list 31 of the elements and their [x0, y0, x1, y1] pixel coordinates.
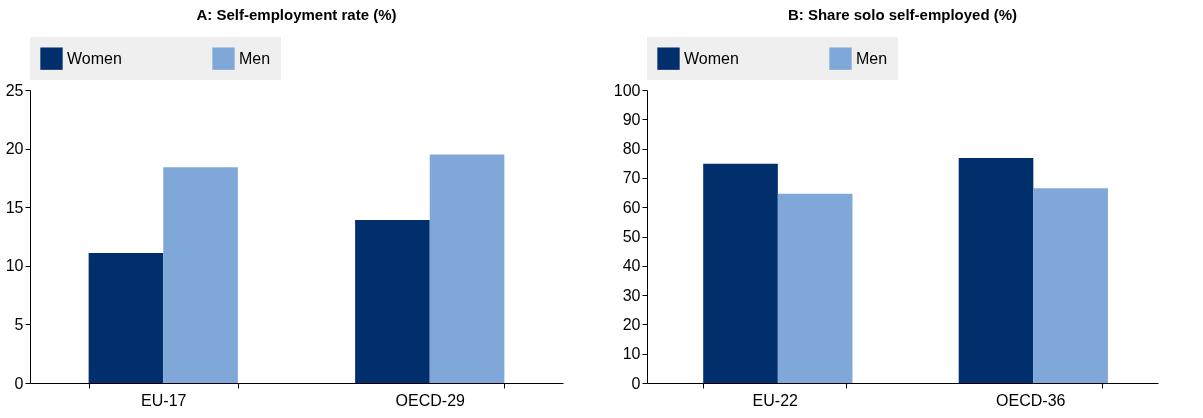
y-tick-label: 80: [622, 140, 641, 158]
y-tick-label: 70: [622, 169, 641, 187]
y-tick-label: 10: [622, 345, 641, 363]
y-tick-label: 50: [622, 228, 641, 245]
y-tick-label: 0: [631, 374, 641, 392]
y-tick-label: 20: [5, 140, 24, 158]
x-tick-label: OECD-29: [395, 391, 466, 409]
chart-title: A: Self-employment rate (%): [196, 6, 397, 23]
y-tick-label: 25: [5, 81, 24, 99]
y-tick-label: 5: [14, 315, 24, 333]
legend-label: Women: [67, 49, 122, 67]
y-tick-label: 15: [5, 198, 24, 216]
bar: [355, 220, 430, 383]
y-tick-label: 0: [14, 374, 24, 392]
y-tick-label: 40: [622, 257, 641, 275]
y-tick-label: 10: [5, 257, 24, 275]
legend-label: Men: [856, 49, 888, 67]
x-tick-label: EU-17: [141, 391, 187, 409]
y-tick-label: 90: [622, 110, 641, 128]
bar: [88, 252, 164, 383]
y-tick-label: 20: [622, 315, 641, 333]
y-tick-label: 30: [622, 286, 641, 304]
bar: [163, 167, 238, 383]
legend-label: Women: [684, 49, 739, 67]
bar: [429, 154, 505, 383]
legend-label: Men: [239, 49, 271, 67]
y-tick-label: 100: [613, 81, 641, 99]
y-tick-label: 60: [622, 198, 641, 216]
chart-title: B: Share solo self-employed (%): [787, 6, 1018, 23]
x-tick-label: OECD-36: [996, 391, 1066, 409]
x-tick-label: EU-22: [752, 391, 799, 409]
